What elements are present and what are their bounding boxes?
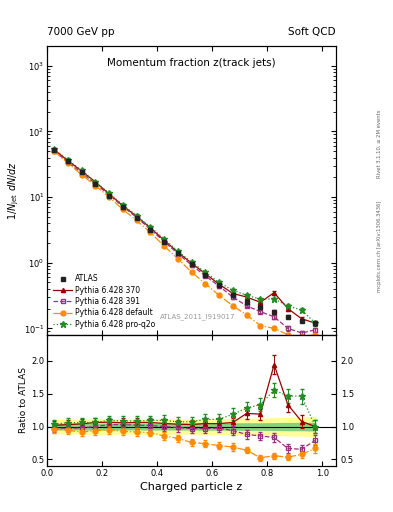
Legend: ATLAS, Pythia 6.428 370, Pythia 6.428 391, Pythia 6.428 default, Pythia 6.428 pr: ATLAS, Pythia 6.428 370, Pythia 6.428 39… <box>51 272 158 331</box>
Text: Rivet 3.1.10, ≥ 2M events: Rivet 3.1.10, ≥ 2M events <box>377 109 382 178</box>
Y-axis label: $1/N_{\rm jet}\ dN/dz$: $1/N_{\rm jet}\ dN/dz$ <box>6 161 21 220</box>
Text: 7000 GeV pp: 7000 GeV pp <box>47 27 115 37</box>
Text: Momentum fraction z(track jets): Momentum fraction z(track jets) <box>107 58 276 68</box>
Text: ATLAS_2011_I919017: ATLAS_2011_I919017 <box>160 313 235 321</box>
Text: mcplots.cern.ch [arXiv:1306.3436]: mcplots.cern.ch [arXiv:1306.3436] <box>377 200 382 291</box>
Text: Soft QCD: Soft QCD <box>288 27 336 37</box>
Y-axis label: Ratio to ATLAS: Ratio to ATLAS <box>20 367 28 433</box>
X-axis label: Charged particle z: Charged particle z <box>140 482 243 492</box>
